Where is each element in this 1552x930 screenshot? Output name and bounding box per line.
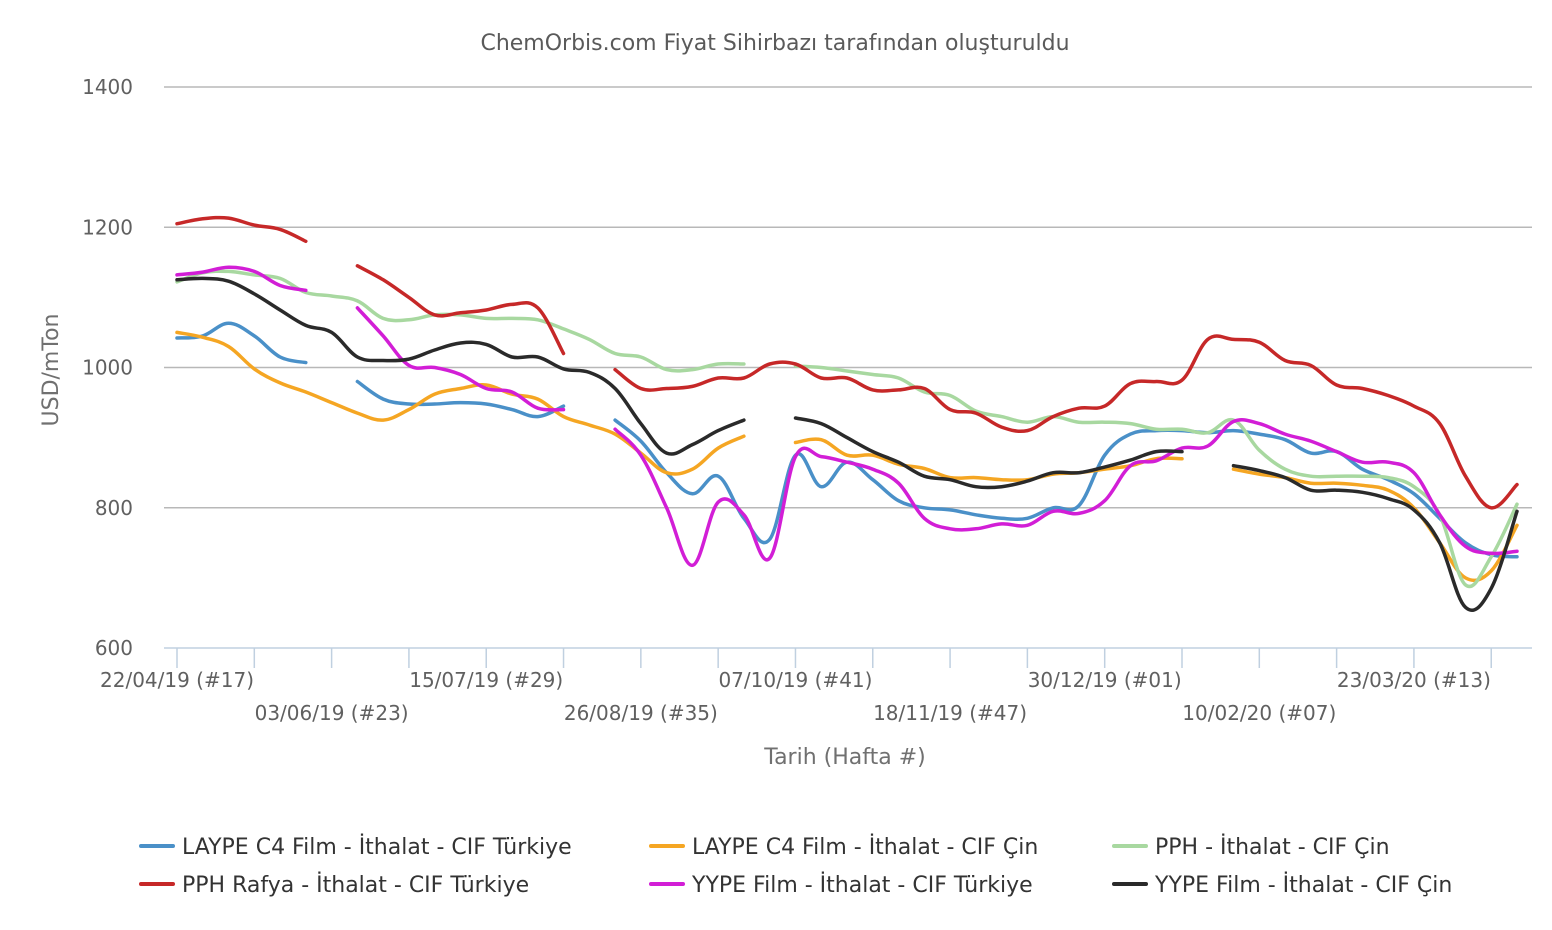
x-tick-label: 23/03/20 (#13) [1337,668,1491,692]
series-line [175,215,1519,510]
series-line-segment [175,215,308,244]
y-axis-ticks: 600 800 1000 1200 1400 [82,75,133,660]
series-line-segment [175,276,746,456]
series-line-segment [355,264,566,356]
series-line-segment [613,418,1519,568]
legend-item[interactable]: YYPE Film - İthalat - CIF Türkiye [649,872,1033,898]
y-tick-label: 1400 [82,75,133,99]
legend-label: YYPE Film - İthalat - CIF Türkiye [691,872,1033,898]
legend-item[interactable]: YYPE Film - İthalat - CIF Çin [1112,872,1452,898]
legend-label: LAYPE C4 Film - İthalat - CIF Türkiye [182,834,572,860]
series-line-segment [793,416,1184,490]
legend-label: YYPE Film - İthalat - CIF Çin [1154,872,1452,898]
chart-subtitle: ChemOrbis.com Fiyat Sihirbazı tarafından… [480,31,1069,56]
series-line-segment [175,269,746,373]
series-line-segment [613,418,1519,559]
legend: LAYPE C4 Film - İthalat - CIF Türkiye LAY… [139,834,1452,898]
x-tick-label: 22/04/19 (#17) [100,668,254,692]
y-axis-title: USD/mTon [39,314,64,427]
x-tick-label: 03/06/19 (#23) [255,701,409,725]
y-tick-label: 600 [95,636,133,660]
series-line [175,265,1519,568]
x-axis: 22/04/19 (#17)03/06/19 (#23)15/07/19 (#2… [100,647,1532,725]
legend-item[interactable]: PPH Rafya - İthalat - CIF Türkiye [139,872,529,898]
series-line-segment [175,265,308,293]
gridlines [164,86,1532,509]
series-line-segment [355,306,566,412]
series-line-segment [175,330,746,476]
legend-item[interactable]: LAYPE C4 Film - İthalat - CIF Çin [649,834,1038,860]
x-tick-label: 07/10/19 (#41) [718,668,872,692]
x-tick-label: 10/02/20 (#07) [1182,701,1336,725]
y-tick-label: 1000 [82,356,133,380]
series-line-segment [793,364,1519,589]
x-axis-title: Tarih (Hafta #) [763,745,925,770]
x-tick-label: 26/08/19 (#35) [564,701,718,725]
y-tick-label: 1200 [82,215,133,239]
legend-label: PPH - İthalat - CIF Çin [1155,834,1390,860]
legend-item[interactable]: PPH - İthalat - CIF Çin [1112,834,1390,860]
y-tick-label: 800 [95,496,133,520]
series-line-segment [1231,467,1519,583]
legend-item[interactable]: LAYPE C4 Film - İthalat - CIF Türkiye [139,834,572,860]
series-line-segment [613,334,1519,510]
legend-label: PPH Rafya - İthalat - CIF Türkiye [182,872,529,898]
series-line [175,276,1519,612]
legend-label: LAYPE C4 Film - İthalat - CIF Çin [692,834,1038,860]
series-line-segment [1231,463,1519,612]
x-tick-label: 18/11/19 (#47) [873,701,1027,725]
x-tick-label: 30/12/19 (#01) [1028,668,1182,692]
series-lines [175,215,1519,612]
series-line-segment [793,437,1184,482]
series-line [175,269,1519,589]
x-tick-label: 15/07/19 (#29) [409,668,563,692]
series-line-segment [355,379,566,419]
series-line [175,321,1519,559]
